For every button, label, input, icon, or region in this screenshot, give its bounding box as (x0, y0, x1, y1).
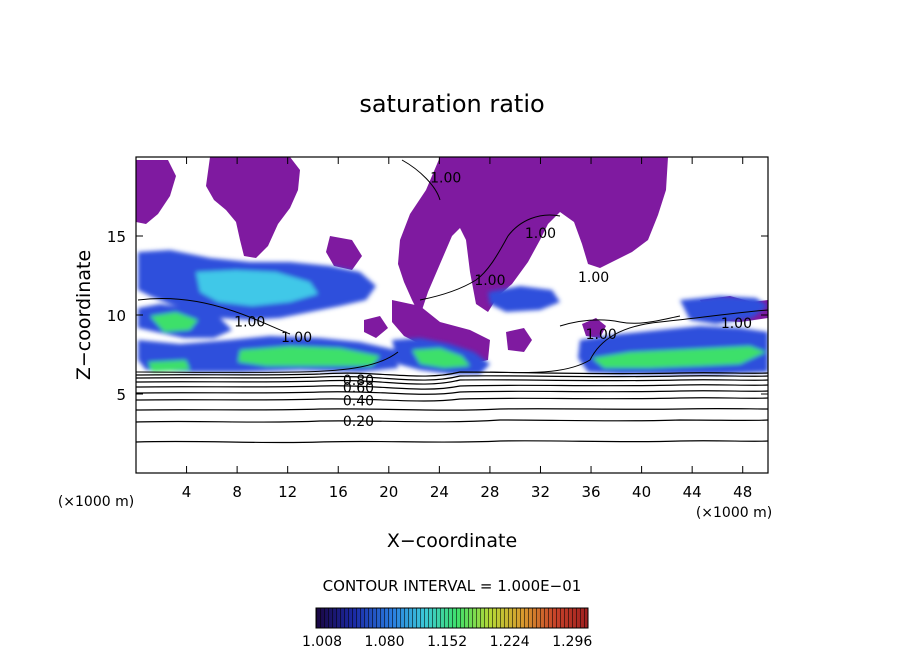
contour-label: 1.00 (234, 314, 265, 330)
x-tick-label: 48 (733, 483, 752, 501)
colorbar-tick-label: 1.080 (365, 634, 405, 650)
x-tick-label: 20 (379, 483, 398, 501)
contour-label: 0.20 (343, 414, 374, 430)
contour-line (136, 371, 768, 377)
x-tick-label: 24 (430, 483, 449, 501)
contour-line-1.00-right (559, 315, 681, 327)
purple-region-lower-center (392, 300, 490, 364)
colorbar-tick-label: 1.152 (427, 634, 467, 650)
contour-label: 1.00 (430, 171, 461, 187)
purple-region-small-2 (506, 328, 532, 352)
colorbar-stripes (316, 608, 588, 628)
contour-label: 0.60 (343, 381, 374, 397)
cloud-bands (138, 250, 768, 374)
contour-label: 1.00 (525, 226, 556, 242)
x-tick-label: 44 (683, 483, 702, 501)
plot-area: 0.20 0.400.600.80 1.00 1.00 1.00 1.00 1.00 1.00… (136, 157, 768, 473)
band-mid-right-blue (488, 286, 560, 312)
contour-line (136, 384, 768, 390)
x-tick-label: 16 (329, 483, 348, 501)
x-unit-label: (×1000 m) (696, 505, 772, 521)
band-lower-left-green-2 (148, 360, 190, 372)
band-left-mid-green (150, 312, 198, 332)
purple-region-small-3 (364, 316, 388, 338)
contour-line (136, 375, 768, 381)
chart-title: saturation ratio (359, 90, 544, 118)
purple-region-main (398, 157, 668, 316)
contour-label: 0.40 (343, 393, 374, 409)
band-upper-left-cyan (196, 270, 318, 306)
purple-region-mid-left (326, 236, 362, 270)
contour-line-1.00-upper (401, 159, 561, 301)
contour-line (136, 390, 768, 395)
purple-region-upper-left (206, 157, 300, 258)
contour-label: 1.00 (586, 327, 617, 343)
x-tick-label: 8 (232, 483, 242, 501)
colorbar-tick-label: 1.296 (552, 634, 592, 650)
contour-label: 0.80 (343, 373, 374, 389)
y-unit-label: (×1000 m) (58, 494, 134, 510)
contour-lines (136, 159, 768, 444)
x-tick-label: 28 (480, 483, 499, 501)
contour-interval-label: CONTOUR INTERVAL = 1.000E−01 (323, 577, 582, 595)
x-tick-label: 40 (632, 483, 651, 501)
contour-line-1.00-left (137, 298, 291, 335)
purple-region-small-1 (582, 318, 606, 338)
contour-line (136, 440, 768, 444)
y-tick-label: 10 (107, 307, 126, 325)
y-tick-label: 5 (116, 386, 126, 404)
band-center-green (412, 348, 470, 368)
contour-line (136, 419, 768, 423)
y-axis-ticks: 5 10 15 (107, 228, 768, 404)
contour-label: 1.00 (474, 273, 505, 289)
colorbar-ticks: 1.008 1.080 1.152 1.224 1.296 (302, 634, 592, 650)
colorbar-frame (315, 607, 589, 629)
x-axis-ticks: 4 8 12 16 20 24 28 32 36 40 44 48 (182, 157, 752, 501)
band-right-green (592, 346, 766, 368)
y-axis-label: Z−coordinate (73, 250, 95, 380)
contour-line-1.00 (136, 309, 768, 374)
contour-labels: 0.20 0.400.600.80 1.00 1.00 1.00 1.00 1.00 1.00… (234, 171, 752, 430)
y-tick-label: 15 (107, 228, 126, 246)
colorbar-tick-label: 1.008 (302, 634, 342, 650)
contour-label: 1.00 (721, 316, 752, 332)
contour-line (136, 397, 768, 402)
contour-label: 1.00 (281, 330, 312, 346)
x-tick-label: 32 (531, 483, 550, 501)
colorbar: 1.008 1.080 1.152 1.224 1.296 (302, 607, 592, 650)
x-tick-label: 4 (182, 483, 192, 501)
colorbar-tick-label: 1.224 (490, 634, 530, 650)
x-tick-label: 12 (278, 483, 297, 501)
x-axis-label: X−coordinate (387, 530, 517, 552)
contour-label: 1.00 (578, 270, 609, 286)
purple-region-left-edge (136, 160, 176, 224)
band-lower-left-green (238, 346, 380, 366)
contour-line (136, 407, 768, 411)
contour-line (136, 379, 768, 385)
x-tick-label: 36 (581, 483, 600, 501)
